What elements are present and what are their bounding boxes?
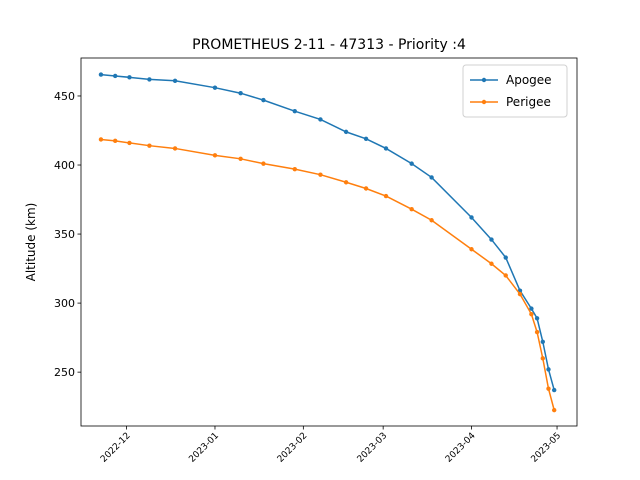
y-tick-label: 450 [54, 90, 75, 103]
point [113, 73, 118, 79]
point [318, 117, 323, 122]
chart-title: PROMETHEUS 2-11 - 47313 - Priority :4 [192, 37, 466, 53]
point [261, 97, 266, 103]
point [551, 387, 557, 393]
point [540, 356, 545, 361]
point [540, 339, 545, 344]
point [292, 108, 297, 114]
point [147, 77, 152, 82]
point [172, 78, 178, 83]
point [489, 261, 494, 266]
point [546, 386, 551, 391]
y-tick-label: 250 [54, 366, 75, 379]
point [489, 237, 494, 242]
point [534, 329, 540, 335]
point [113, 138, 118, 144]
point [127, 140, 132, 146]
point [318, 172, 323, 177]
point [383, 146, 389, 151]
point [469, 247, 474, 252]
point [343, 180, 349, 185]
point [383, 193, 389, 199]
y-tick-label: 350 [54, 228, 75, 241]
point [503, 273, 508, 278]
point [292, 166, 297, 172]
point [98, 137, 104, 142]
point [409, 161, 414, 166]
y-tick-label: 300 [54, 297, 75, 310]
plot-frame [80, 57, 578, 427]
point [534, 316, 540, 321]
x-tick-label: 2023-04 [444, 431, 478, 465]
point [343, 129, 349, 135]
point [551, 407, 557, 413]
series-line [100, 138, 555, 411]
point [238, 91, 243, 96]
y-axis-label: Altitude (km) [24, 203, 38, 282]
point [363, 186, 369, 191]
y-tick-label: 400 [54, 159, 75, 172]
point [529, 306, 534, 311]
point [409, 207, 414, 212]
point [212, 153, 218, 158]
legend-marker [481, 77, 487, 83]
point [261, 161, 266, 166]
point [363, 136, 369, 141]
point [212, 85, 218, 90]
point [127, 75, 132, 80]
x-tick-label: 2023-02 [276, 431, 310, 465]
point [429, 175, 434, 180]
legend-label: Perigee [506, 95, 551, 109]
point [503, 255, 508, 260]
series-line [100, 73, 555, 391]
point [172, 146, 178, 151]
legend-box [462, 64, 568, 118]
point [529, 311, 534, 317]
point [147, 143, 152, 148]
point [546, 367, 551, 372]
x-tick-label: 2022-12 [99, 431, 133, 465]
legend-marker [481, 99, 487, 105]
point [517, 291, 523, 297]
point [429, 218, 434, 223]
x-tick-label: 2023-03 [356, 431, 390, 465]
x-tick-label: 2023-01 [187, 431, 221, 465]
x-tick-label: 2023-05 [530, 431, 564, 465]
point [98, 72, 104, 77]
legend-label: Apogee [506, 73, 552, 87]
point [238, 156, 243, 162]
point [469, 215, 474, 220]
